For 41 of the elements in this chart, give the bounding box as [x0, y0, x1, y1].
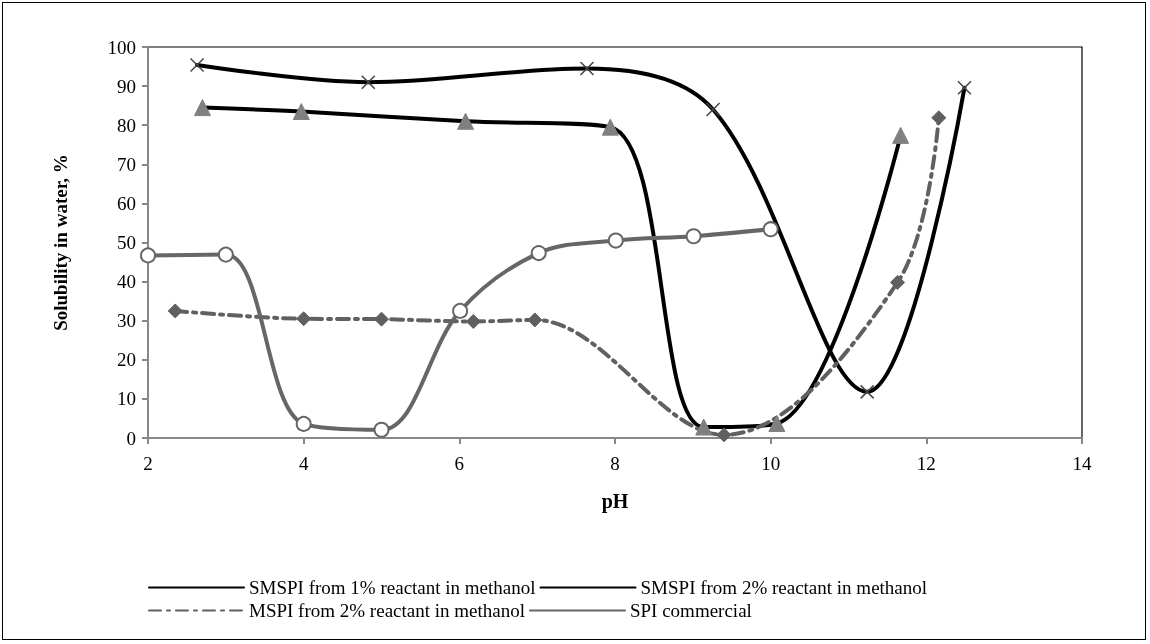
y-tick-label: 10 [117, 388, 136, 410]
y-tick-label: 80 [117, 114, 136, 136]
legend-label: SPI commercial [629, 600, 752, 621]
point [167, 303, 183, 319]
y-tick-label: 100 [107, 36, 136, 58]
y-tick-label: 50 [117, 232, 136, 253]
y-axis-title: Solubility in water, % [50, 154, 71, 331]
point [295, 415, 312, 432]
y-tick-label: 20 [117, 349, 136, 371]
x-tick-label: 8 [610, 453, 620, 474]
x-tick-label: 2 [143, 453, 153, 474]
legend-label: SMSPI from 2% reactant in methanol [640, 577, 928, 598]
point [373, 421, 390, 438]
y-tick-label: 30 [117, 310, 136, 332]
x-tick-label: 4 [298, 453, 309, 474]
legend-label: SMSPI from 1% reactant in methanol [249, 577, 536, 598]
y-tick-label: 60 [117, 192, 136, 214]
y-tick-label: 90 [117, 75, 136, 97]
point [685, 228, 702, 245]
x-axis-title: pH [601, 490, 629, 513]
point [762, 221, 779, 238]
point [452, 302, 469, 319]
point [716, 427, 732, 443]
point [296, 311, 312, 327]
legend-label: MSPI from 2% reactant in methanol [249, 600, 525, 621]
y-tick-label: 40 [117, 271, 136, 293]
point [931, 110, 947, 126]
point [140, 247, 156, 264]
point [217, 246, 234, 263]
point [527, 312, 543, 328]
point [890, 274, 906, 290]
x-tick-label: 14 [1072, 453, 1092, 474]
point [530, 245, 547, 262]
point [374, 311, 389, 327]
x-tick-label: 12 [916, 453, 936, 474]
y-tick-label: 0 [126, 427, 136, 449]
y-tick-label: 70 [117, 153, 136, 175]
x-tick-label: 6 [454, 453, 465, 474]
point [465, 313, 481, 329]
point [607, 232, 624, 249]
x-tick-label: 10 [761, 453, 781, 474]
